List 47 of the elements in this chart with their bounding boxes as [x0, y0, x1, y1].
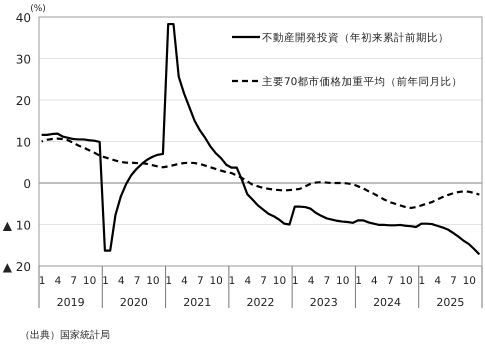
text: （出典）国家統計局 — [20, 329, 110, 341]
x-tick-label: 7 — [70, 275, 78, 287]
x-tick-label: 1 — [38, 275, 46, 287]
x-tick-label: 10 — [462, 275, 476, 287]
text: 2020 — [120, 296, 148, 309]
x-tick-label: 4 — [118, 275, 125, 287]
x-tick-label: 7 — [134, 275, 140, 287]
x-tick-label: 10 — [272, 275, 286, 287]
x-tick-label: 7 — [260, 275, 267, 287]
x-tick-label: 1 — [165, 275, 172, 287]
text: 2021 — [183, 296, 212, 309]
text: 2022 — [246, 296, 274, 309]
x-tick-label: 10 — [399, 275, 413, 287]
y-tick-label: 0 — [23, 177, 31, 191]
x-tick-label: 7 — [386, 275, 394, 287]
x-tick-label: 1 — [355, 275, 362, 287]
legend-label: 主要70都市価格加重平均（前年同月比） — [262, 75, 462, 88]
text: 2025 — [436, 296, 464, 309]
x-tick-label: 7 — [450, 275, 457, 287]
legend-label: 不動産開発投資（年初来累計前期比） — [262, 31, 449, 44]
x-tick-label: 1 — [292, 275, 299, 287]
y-tick-label: 40 — [16, 11, 31, 25]
y-tick-label: ▲ 10 — [2, 218, 31, 232]
x-tick-label: 7 — [324, 275, 330, 287]
x-tick-label: 4 — [244, 275, 252, 287]
text: 2024 — [373, 296, 402, 309]
y-tick-label: 10 — [16, 136, 31, 150]
x-tick-label: 7 — [197, 275, 204, 287]
text: 2019 — [56, 296, 85, 309]
x-tick-label: 4 — [308, 275, 315, 287]
x-tick-label: 4 — [181, 275, 188, 287]
x-tick-label: 10 — [146, 275, 160, 287]
x-tick-label: 4 — [54, 275, 62, 287]
x-tick-label: 4 — [434, 275, 442, 287]
x-tick-label: 10 — [336, 275, 350, 287]
y-tick-label: 20 — [16, 94, 31, 108]
x-tick-label: 10 — [209, 275, 223, 287]
line-series — [40, 22, 480, 256]
x-tick-label: 1 — [102, 275, 109, 287]
y-tick-label: 30 — [16, 52, 31, 66]
x-tick-label: 1 — [418, 275, 426, 287]
x-tick-label: 4 — [371, 275, 378, 287]
y-tick-label: ▲ 20 — [2, 260, 31, 274]
text: 2023 — [310, 296, 338, 309]
x-tick-label: 10 — [82, 275, 96, 287]
x-tick-label: 1 — [228, 275, 236, 287]
y-axis-title: (%) — [30, 4, 46, 14]
